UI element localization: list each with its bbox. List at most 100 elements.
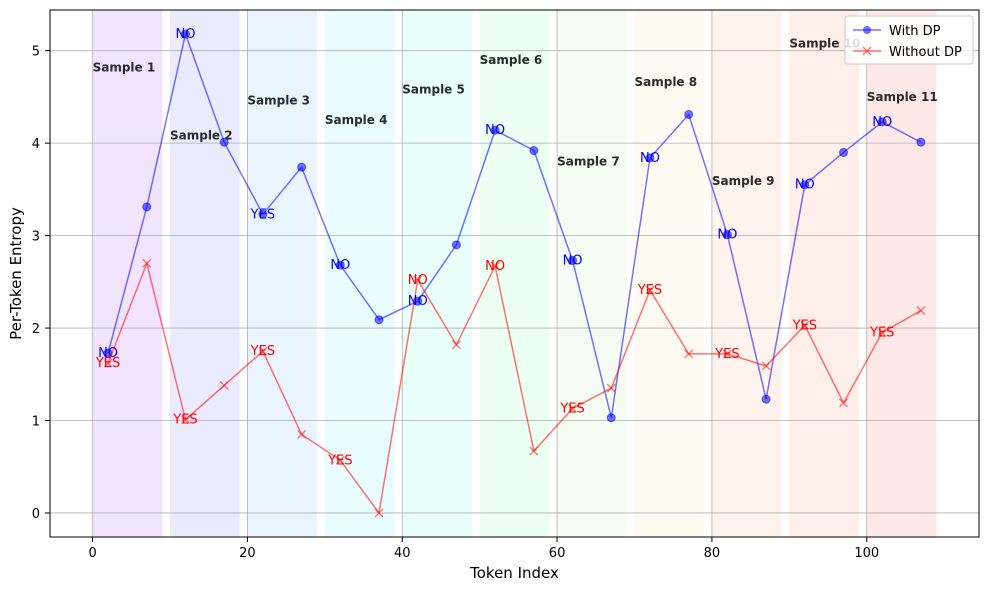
series-2-point (335, 455, 345, 465)
series-2-point (258, 346, 268, 356)
series-2-point (297, 429, 307, 439)
series-1-point (297, 162, 307, 172)
sample-label-3: Sample 3 (247, 94, 310, 108)
y-tick-label: 2 (32, 322, 40, 337)
point-annotation: NO (408, 294, 428, 309)
legend-label-1: With DP (889, 24, 941, 39)
series-2-point (374, 508, 384, 518)
region-sample-3 (247, 10, 318, 537)
point-annotation: YES (95, 356, 120, 371)
sample-label-10: Sample 10 (789, 36, 860, 50)
series-2-point (219, 380, 229, 390)
sample-label-9: Sample 9 (712, 174, 775, 188)
sample-labels: Sample 1 Sample 2 Sample 3 Sample 4 Sample 5… (93, 36, 938, 188)
series-1-point (645, 153, 655, 163)
point-annotation: NO (563, 254, 583, 269)
series-1-point (916, 137, 926, 147)
grid (50, 10, 979, 537)
series-1-point (180, 29, 190, 39)
x-axis-label: Token Index (469, 564, 559, 582)
series-2-point (606, 383, 616, 393)
point-annotation: NO (872, 115, 892, 130)
x-tick-label: 40 (394, 546, 411, 561)
sample-label-5: Sample 5 (402, 83, 465, 97)
point-annotation: NO (330, 258, 350, 273)
sample-label-1: Sample 1 (93, 60, 156, 74)
y-tick-label: 1 (32, 415, 40, 430)
point-annotation: NO (795, 178, 815, 193)
point-annotation: NO (717, 228, 737, 243)
region-sample-11 (866, 10, 937, 537)
region-sample-1 (92, 10, 163, 537)
point-annotation: YES (637, 283, 662, 298)
series-line-2 (107, 260, 922, 515)
sample-label-11: Sample 11 (867, 90, 938, 104)
sample-label-6: Sample 6 (480, 53, 543, 67)
point-annotation: NO (640, 151, 660, 166)
series-2-point (800, 320, 810, 330)
series-2-point (103, 358, 113, 368)
series-1-point (258, 209, 268, 219)
legend-label-2: Without DP (889, 45, 962, 60)
series-1-point (374, 315, 384, 325)
series-2-point (490, 261, 500, 271)
x-tick-label: 0 (88, 546, 96, 561)
series-1-point (529, 146, 539, 156)
series-2-point (684, 349, 694, 359)
series-1-point (219, 137, 229, 147)
point-annotation: NO (485, 123, 505, 138)
series-1-point (490, 125, 500, 135)
series-2-point (181, 415, 190, 425)
series-2-point (568, 404, 578, 413)
series-2-point (451, 340, 461, 350)
series-1-point (606, 413, 616, 423)
series-layer (103, 29, 926, 518)
point-annotations: NONOYESNONONONONONONONOYESYESYESYESNONOY… (95, 27, 895, 468)
region-sample-2 (169, 10, 240, 537)
point-annotation: NO (98, 346, 118, 361)
region-sample-4 (324, 10, 395, 537)
series-1-point (839, 147, 849, 157)
sample-label-7: Sample 7 (557, 155, 620, 169)
point-annotation: NO (175, 27, 195, 42)
series-line-1 (107, 31, 922, 418)
point-annotation: YES (559, 401, 584, 416)
y-tick-label: 4 (32, 137, 40, 152)
y-tick-label: 0 (32, 507, 40, 522)
point-annotation: YES (172, 413, 197, 428)
series-2-point (142, 258, 152, 268)
series-2-point (529, 446, 539, 456)
point-annotation: NO (485, 259, 505, 274)
series-1-point (568, 256, 578, 266)
series-1-point (335, 260, 345, 270)
point-annotation: YES (714, 347, 739, 362)
series-2-point (761, 361, 771, 371)
region-sample-10 (789, 10, 860, 537)
legend-box (844, 15, 974, 65)
axis-ticks: 0 20 40 60 80 100 0 1 2 3 4 5 (32, 45, 879, 561)
region-sample-7 (557, 10, 627, 537)
point-annotation: YES (792, 318, 817, 333)
legend-marker-1 (863, 26, 871, 34)
series-1-point (684, 109, 694, 119)
y-axis-label: Per-Token Entropy (7, 207, 25, 340)
series-1-point (761, 394, 771, 404)
point-annotation: YES (869, 326, 894, 341)
sample-label-4: Sample 4 (325, 113, 388, 127)
region-sample-8 (634, 10, 705, 537)
legend-marker-2 (862, 46, 872, 56)
x-tick-label: 80 (704, 546, 721, 561)
series-2-point (839, 398, 848, 408)
x-tick-label: 100 (854, 546, 879, 561)
series-1-point (722, 230, 732, 240)
point-annotation: YES (250, 344, 275, 359)
series-2-point (916, 306, 926, 315)
point-annotation: NO (408, 273, 428, 288)
region-sample-9 (711, 10, 782, 537)
series-2-point (413, 275, 423, 285)
series-2-point (645, 285, 655, 295)
sample-label-8: Sample 8 (634, 75, 697, 89)
sample-label-2: Sample 2 (170, 129, 233, 143)
y-tick-label: 3 (32, 230, 40, 245)
